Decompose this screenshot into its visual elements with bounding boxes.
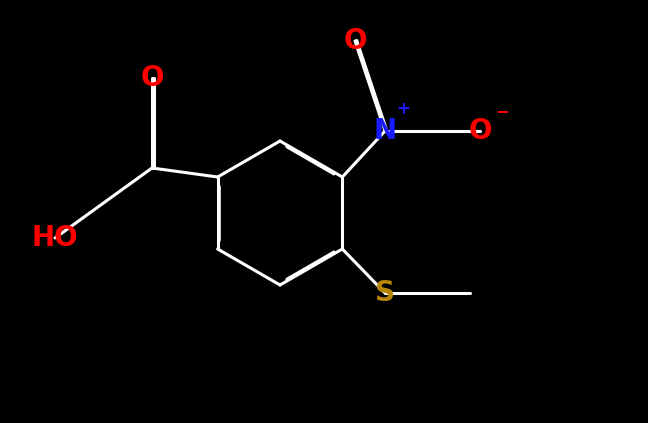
Text: O: O xyxy=(343,27,367,55)
Text: −: − xyxy=(495,102,509,120)
Text: O: O xyxy=(469,117,492,145)
Text: N: N xyxy=(373,117,397,145)
Text: +: + xyxy=(396,100,410,118)
Text: HO: HO xyxy=(32,224,78,252)
Text: S: S xyxy=(375,279,395,307)
Text: O: O xyxy=(140,64,164,92)
